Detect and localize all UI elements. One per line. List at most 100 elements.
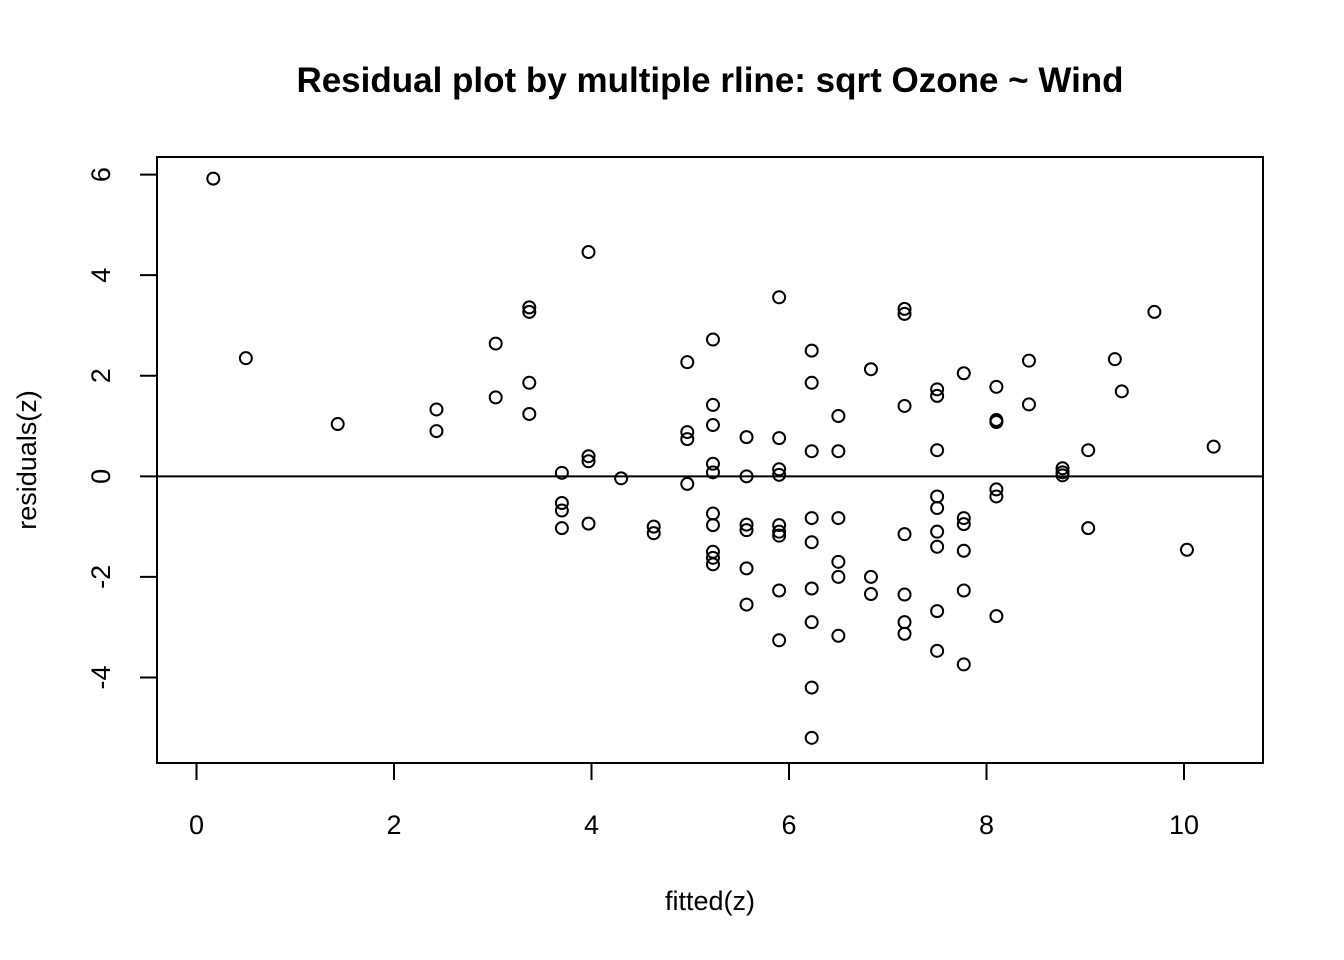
data-point xyxy=(1179,542,1194,557)
data-point xyxy=(739,597,754,612)
data-point xyxy=(739,517,754,532)
data-point xyxy=(804,511,819,526)
data-point xyxy=(772,528,787,543)
data-point xyxy=(429,424,444,439)
data-point xyxy=(897,527,912,542)
data-point xyxy=(930,388,945,403)
data-point xyxy=(772,290,787,305)
data-points xyxy=(206,171,1221,745)
data-point xyxy=(831,554,846,569)
data-point xyxy=(863,569,878,584)
data-point xyxy=(804,730,819,745)
data-point xyxy=(930,501,945,516)
data-point xyxy=(956,543,971,558)
data-point xyxy=(989,482,1004,497)
data-point xyxy=(930,489,945,504)
data-point xyxy=(804,343,819,358)
data-point xyxy=(581,245,596,260)
data-point xyxy=(930,524,945,539)
data-point xyxy=(930,539,945,554)
data-point xyxy=(581,449,596,464)
data-point xyxy=(897,626,912,641)
x-tick-label: 0 xyxy=(189,810,204,840)
data-point xyxy=(930,604,945,619)
data-point xyxy=(1206,439,1221,454)
data-point xyxy=(739,561,754,576)
data-point xyxy=(804,444,819,459)
data-point xyxy=(930,643,945,658)
data-point xyxy=(930,443,945,458)
data-point xyxy=(956,511,971,526)
data-point xyxy=(680,355,695,370)
y-tick-label: 6 xyxy=(86,167,116,182)
data-point xyxy=(804,375,819,390)
data-point xyxy=(739,523,754,538)
data-point xyxy=(956,583,971,598)
data-point xyxy=(680,432,695,447)
data-point xyxy=(897,398,912,413)
data-point xyxy=(554,521,569,536)
data-point xyxy=(680,476,695,491)
data-point xyxy=(488,336,503,351)
data-point xyxy=(581,454,596,469)
data-point xyxy=(989,489,1004,504)
data-point xyxy=(1055,461,1070,476)
x-tick-label: 10 xyxy=(1169,810,1199,840)
data-point xyxy=(522,300,537,315)
data-point xyxy=(1147,304,1162,319)
data-point xyxy=(206,171,221,186)
data-point xyxy=(831,408,846,423)
data-point xyxy=(897,615,912,630)
data-point xyxy=(897,587,912,602)
data-point xyxy=(646,526,661,541)
data-point xyxy=(831,628,846,643)
data-point xyxy=(772,633,787,648)
data-point xyxy=(804,680,819,695)
data-point xyxy=(554,495,569,510)
data-point xyxy=(522,406,537,421)
data-point xyxy=(1021,353,1036,368)
x-tick-label: 4 xyxy=(584,810,599,840)
data-point xyxy=(705,456,720,471)
data-point xyxy=(897,301,912,316)
x-tick-label: 8 xyxy=(979,810,994,840)
data-point xyxy=(705,550,720,565)
y-tick-label: 0 xyxy=(86,469,116,484)
data-point xyxy=(1081,521,1096,536)
data-point xyxy=(831,444,846,459)
data-point xyxy=(1081,443,1096,458)
data-point xyxy=(554,465,569,480)
data-point xyxy=(989,609,1004,624)
data-point xyxy=(956,366,971,381)
data-point xyxy=(989,379,1004,394)
data-point xyxy=(739,469,754,484)
y-tick-label: 4 xyxy=(86,268,116,283)
plot-frame xyxy=(156,156,1264,764)
data-point xyxy=(522,304,537,319)
data-point xyxy=(772,518,787,533)
x-tick-label: 6 xyxy=(781,810,796,840)
data-point xyxy=(863,362,878,377)
data-point xyxy=(804,615,819,630)
y-tick-label: -2 xyxy=(86,565,116,589)
data-point xyxy=(772,467,787,482)
data-point xyxy=(705,397,720,412)
data-point xyxy=(863,587,878,602)
data-point xyxy=(956,657,971,672)
x-tick-label: 2 xyxy=(386,810,401,840)
data-point xyxy=(772,431,787,446)
data-point xyxy=(897,306,912,321)
y-tick-label: 2 xyxy=(86,368,116,383)
data-point xyxy=(772,462,787,477)
data-point xyxy=(1055,468,1070,483)
data-point xyxy=(705,418,720,433)
data-point xyxy=(1021,397,1036,412)
data-point xyxy=(772,583,787,598)
data-point xyxy=(614,471,629,486)
data-point xyxy=(989,415,1004,430)
data-point xyxy=(488,390,503,405)
data-point xyxy=(739,430,754,445)
data-point xyxy=(581,516,596,531)
data-point xyxy=(646,519,661,534)
